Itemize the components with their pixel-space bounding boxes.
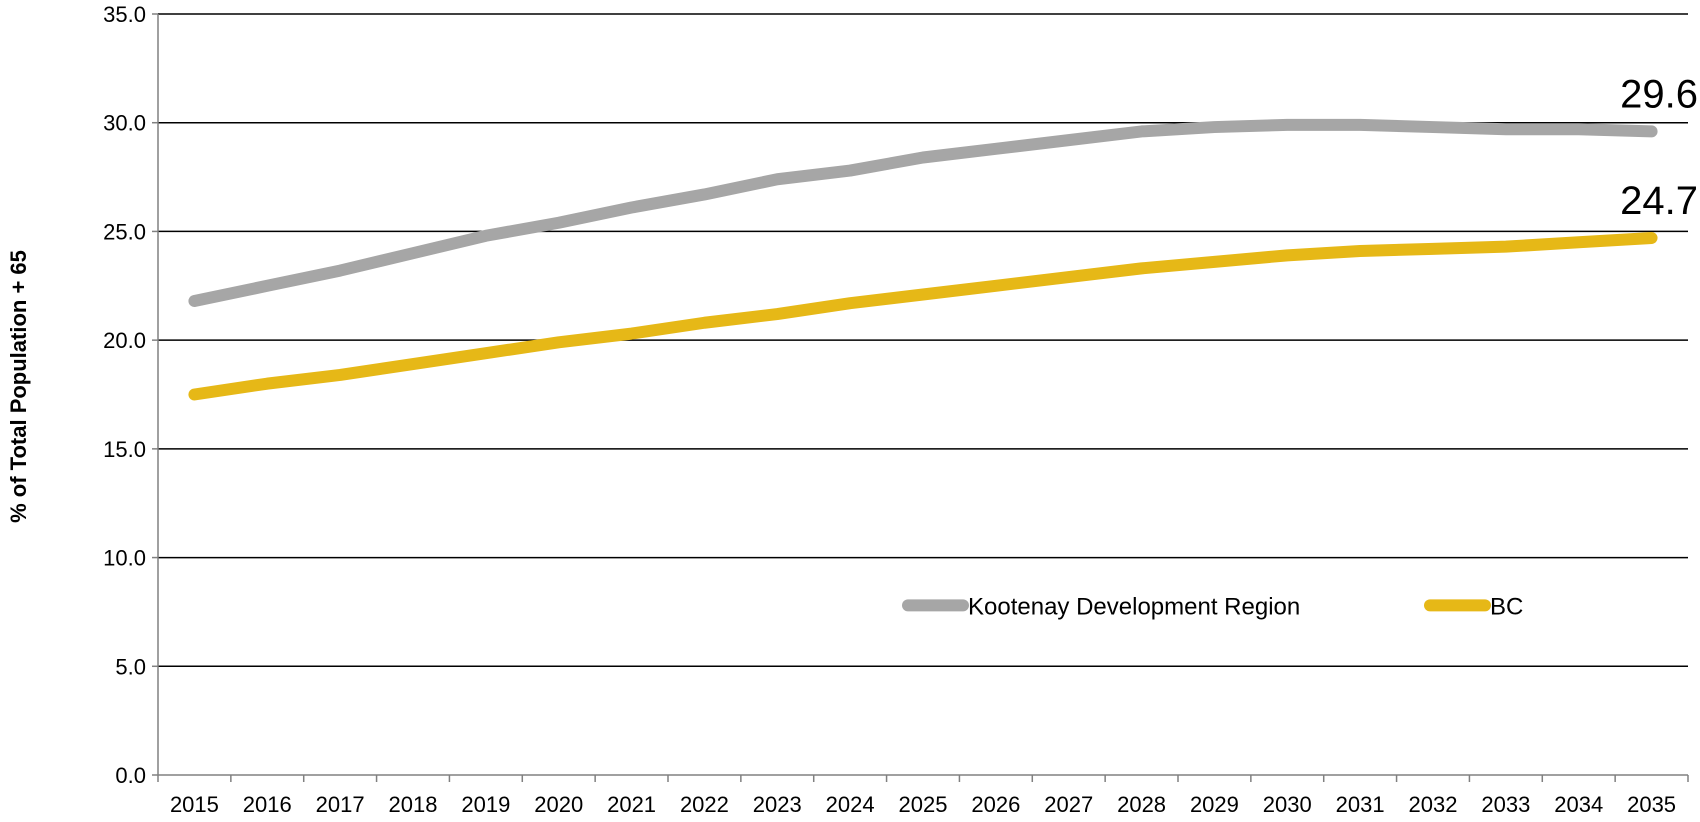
x-tick-label: 2019 xyxy=(461,792,510,817)
x-tick-label: 2022 xyxy=(680,792,729,817)
x-tick-label: 2023 xyxy=(753,792,802,817)
legend-label: Kootenay Development Region xyxy=(968,593,1300,620)
x-tick-label: 2021 xyxy=(607,792,656,817)
x-tick-label: 2017 xyxy=(316,792,365,817)
series-lines xyxy=(188,118,1658,401)
x-tick-label: 2030 xyxy=(1263,792,1312,817)
legend: Kootenay Development Region BC xyxy=(902,593,1523,620)
y-axis-title: % of Total Population + 65 xyxy=(6,250,31,523)
x-tick-label: 2033 xyxy=(1481,792,1530,817)
x-tick-label: 2025 xyxy=(899,792,948,817)
x-tick-label: 2031 xyxy=(1336,792,1385,817)
y-tick-label: 0.0 xyxy=(115,763,146,788)
end-value-label: 29.6 xyxy=(1620,72,1698,116)
x-tick-label: 2027 xyxy=(1044,792,1093,817)
series-line-0 xyxy=(188,118,1658,308)
x-tick-label: 2016 xyxy=(243,792,292,817)
legend-item: Kootenay Development Region xyxy=(902,593,1300,620)
y-tick-label: 15.0 xyxy=(103,437,146,462)
x-tick-label: 2024 xyxy=(826,792,875,817)
x-tick-label: 2035 xyxy=(1627,792,1676,817)
x-tick-label: 2020 xyxy=(534,792,583,817)
y-tick-label: 30.0 xyxy=(103,111,146,136)
data-labels: 29.6 24.7 xyxy=(1620,72,1698,223)
y-tick-label: 10.0 xyxy=(103,546,146,571)
y-tick-label: 5.0 xyxy=(115,654,146,679)
y-tick-label: 35.0 xyxy=(103,2,146,27)
legend-label: BC xyxy=(1490,593,1523,620)
x-tick-label: 2034 xyxy=(1554,792,1603,817)
end-value-label: 24.7 xyxy=(1620,179,1698,223)
y-tick-label: 25.0 xyxy=(103,219,146,244)
series-line-1 xyxy=(188,231,1658,401)
gridlines xyxy=(158,13,1688,668)
x-tick-label: 2029 xyxy=(1190,792,1239,817)
x-tick-label: 2026 xyxy=(971,792,1020,817)
x-tick-label: 2018 xyxy=(389,792,438,817)
x-tick-label: 2015 xyxy=(170,792,219,817)
x-tick-label: 2032 xyxy=(1409,792,1458,817)
x-tick-label: 2028 xyxy=(1117,792,1166,817)
axes: 0.0 5.0 10.0 15.0 20.0 25.0 30.0 35.0 2015 2016 20… xyxy=(103,2,1689,817)
y-tick-label: 20.0 xyxy=(103,328,146,353)
legend-item: BC xyxy=(1424,593,1523,620)
